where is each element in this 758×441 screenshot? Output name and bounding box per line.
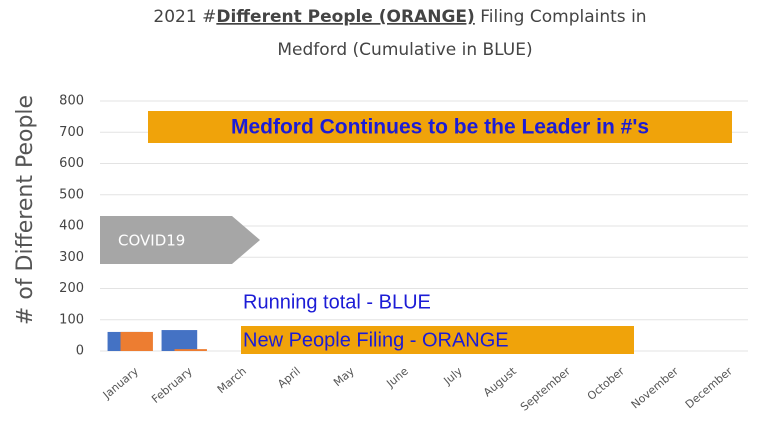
y-tick-label: 300 [59, 250, 84, 265]
new-box [241, 326, 634, 354]
y-tick-label: 100 [59, 312, 84, 327]
x-tick-label: May [331, 364, 357, 389]
y-tick-label: 0 [76, 344, 84, 359]
y-tick-label: 600 [59, 156, 84, 171]
title-part: 2021 # [153, 7, 216, 27]
x-tick-label: March [215, 365, 249, 397]
y-axis-label: # of Different People [13, 95, 38, 325]
x-tick-label: August [481, 364, 519, 399]
y-tick-label: 200 [59, 281, 84, 296]
x-tick-label: February [149, 364, 195, 406]
bar [174, 349, 207, 351]
running-note: Running total - BLUE [243, 291, 431, 313]
y-tick-label: 800 [59, 94, 84, 109]
title-emphasis: Different People (ORANGE) [216, 7, 474, 27]
title-part: Filing Complaints in [475, 7, 647, 27]
y-tick-label: 400 [59, 219, 84, 234]
x-tick-label: October [585, 364, 627, 403]
bars [107, 330, 207, 351]
y-tick-label: 700 [59, 125, 84, 140]
headline-box [148, 111, 732, 143]
y-tick-label: 500 [59, 187, 84, 202]
x-tick-label: December [683, 364, 735, 411]
x-tick-label: July [441, 364, 466, 388]
x-tick-label: April [275, 365, 303, 391]
bar [120, 331, 153, 351]
x-tick-label: November [629, 364, 682, 411]
headline: Medford Continues to be the Leader in #'… [231, 116, 649, 139]
x-tick-label: September [518, 364, 573, 413]
covid-arrow [100, 216, 260, 264]
x-tick-label: June [383, 364, 411, 390]
covid-label: COVID19 [118, 232, 185, 250]
chart-title: 2021 #Different People (ORANGE) Filing C… [153, 7, 646, 27]
x-tick-label: January [100, 364, 141, 402]
new-note: New People Filing - ORANGE [243, 329, 509, 351]
chart-title: Medford (Cumulative in BLUE) [277, 40, 532, 60]
bar [161, 330, 198, 351]
